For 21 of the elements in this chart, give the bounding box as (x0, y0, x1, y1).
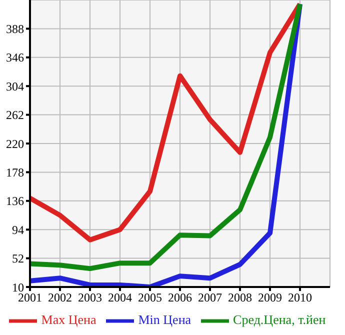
x-tick-label: 2003 (78, 290, 102, 305)
y-tick-label: 262 (6, 108, 24, 122)
y-tick-label: 388 (6, 22, 24, 36)
x-tick-label: 2006 (168, 290, 192, 305)
y-tick-label: 52 (12, 252, 24, 266)
legend-label: Max Цена (41, 312, 96, 327)
x-tick-label: 2007 (198, 290, 222, 305)
x-tick-label: 2010 (288, 290, 312, 305)
x-tick-label: 2009 (258, 290, 282, 305)
legend-label: Min Цена (138, 312, 192, 327)
y-tick-label: 94 (12, 222, 24, 237)
x-tick-label: 2005 (138, 290, 162, 305)
x-tick-label: 2002 (48, 290, 72, 305)
x-tick-label: 2004 (108, 290, 132, 305)
y-tick-label: 304 (6, 79, 24, 94)
y-tick-label: 346 (6, 50, 24, 65)
y-tick-label: 178 (6, 165, 24, 180)
x-tick-label: 2008 (228, 290, 252, 305)
y-tick-label: 136 (6, 194, 24, 208)
y-tick-label: 220 (6, 136, 24, 151)
legend-label: Сред.Цена, т.йен (233, 312, 326, 327)
